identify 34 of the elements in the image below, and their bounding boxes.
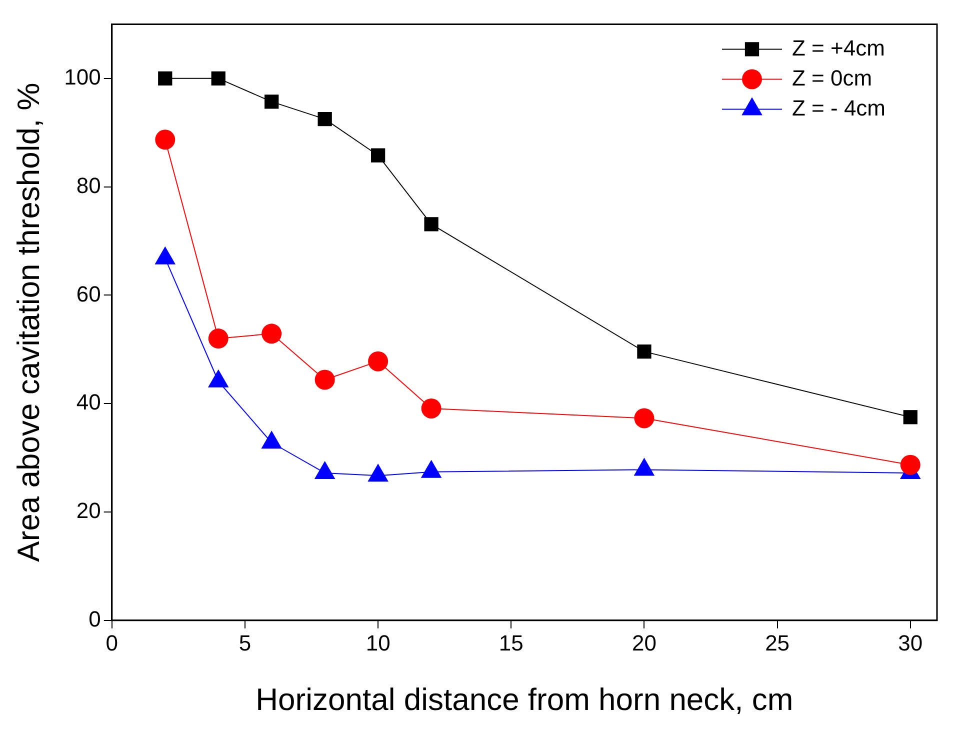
point <box>208 328 228 349</box>
point <box>318 112 332 126</box>
x-axis-title: Horizontal distance from horn neck, cm <box>256 682 794 717</box>
y-tick-label: 40 <box>76 390 101 415</box>
point <box>262 324 282 344</box>
point <box>424 217 438 232</box>
y-tick-label: 0 <box>88 606 101 632</box>
x-tick-label: 5 <box>238 630 252 656</box>
x-tick-label: 0 <box>106 630 118 656</box>
point <box>264 94 279 109</box>
x-tick-label: 25 <box>765 630 790 656</box>
x-tick-label: 10 <box>366 630 390 656</box>
x-tick-label: 20 <box>632 630 656 656</box>
y-tick-label: 80 <box>76 172 101 198</box>
y-tick-label: 60 <box>76 281 101 306</box>
point <box>903 410 918 424</box>
point <box>368 351 388 372</box>
legend-label: Z = - 4cm <box>792 95 886 120</box>
y-tick-label: 100 <box>64 64 101 90</box>
x-tick-label: 30 <box>898 630 923 656</box>
point <box>634 408 654 428</box>
legend-label: Z = 0cm <box>792 65 872 90</box>
point <box>900 454 920 475</box>
point <box>370 148 386 162</box>
point <box>421 398 442 418</box>
legend-label: Z = +4cm <box>792 35 885 60</box>
y-tick-label: 20 <box>76 498 101 524</box>
y-axis-title: Area above cavitation threshold, % <box>11 82 46 562</box>
point <box>314 370 335 390</box>
point <box>637 344 652 359</box>
point <box>155 130 176 150</box>
point <box>211 71 226 86</box>
x-tick-label: 15 <box>498 630 524 656</box>
point <box>158 71 172 86</box>
